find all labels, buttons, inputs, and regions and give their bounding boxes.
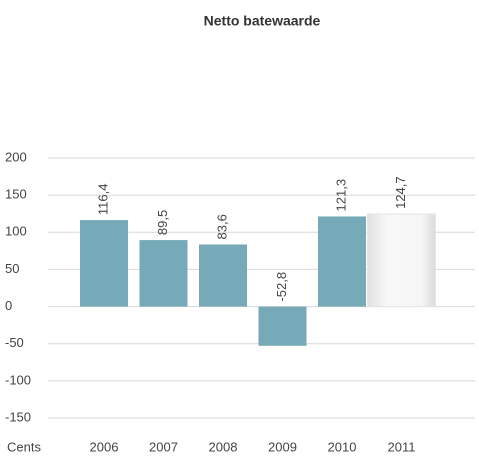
x-tick-label: 2006 (90, 439, 119, 454)
x-tick-label: 2009 (268, 439, 297, 454)
y-tick-label: 50 (5, 261, 19, 276)
y-tick-label: -150 (5, 409, 31, 424)
bar (80, 220, 128, 307)
bar (318, 216, 366, 307)
bar (258, 306, 307, 346)
data-label: 116,4 (95, 184, 110, 216)
data-label: 83,6 (214, 214, 229, 239)
y-tick-label: 200 (5, 149, 27, 164)
x-tick-label: 2008 (209, 439, 238, 454)
data-label: 89,5 (155, 210, 170, 235)
data-label: 124,7 (393, 176, 408, 209)
x-tick-label: 2007 (149, 439, 178, 454)
bar (367, 213, 436, 308)
x-tick-label: 2011 (388, 439, 416, 454)
bar (199, 244, 247, 307)
y-tick-label: -100 (5, 372, 31, 387)
data-label: 121,3 (333, 179, 348, 212)
y-tick-label: 150 (5, 187, 27, 202)
x-axis-label: Cents (7, 439, 41, 454)
y-tick-label: -50 (5, 335, 24, 350)
chart-title: Netto batewaarde (204, 13, 321, 29)
x-tick-label: 2010 (328, 439, 357, 454)
y-tick-label: 0 (5, 298, 12, 313)
bar (139, 240, 188, 307)
data-label: -52,8 (274, 272, 289, 302)
y-tick-label: 100 (5, 224, 27, 239)
